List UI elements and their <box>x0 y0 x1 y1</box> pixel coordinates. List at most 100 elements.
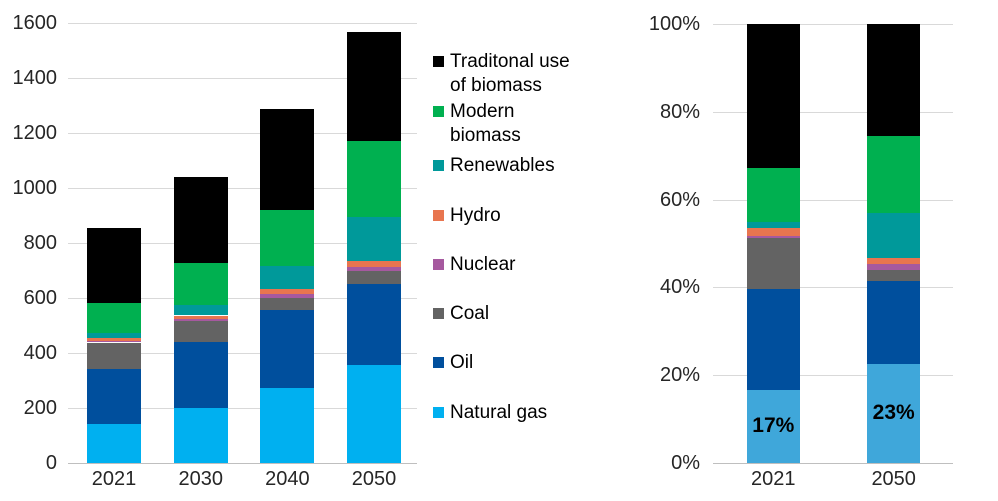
legend-swatch-icon-renewables <box>433 160 444 171</box>
bar-segment-2021-renewables <box>746 222 800 229</box>
gridline-40 <box>713 287 953 289</box>
bar-segment-2030-traditonal-use-of-biomass <box>173 176 228 264</box>
bar-segment-2021-nuclear <box>87 340 141 343</box>
legend-label-traditonal-use-of-biomass: Traditonal use of biomass <box>450 51 570 96</box>
bar-segment-2040-nuclear <box>260 294 315 298</box>
gridline-1400 <box>68 77 417 79</box>
bar-segment-2021-natural-gas <box>87 424 141 463</box>
gridline-0 <box>713 462 953 464</box>
bar-segment-2040-hydro <box>260 288 315 295</box>
gridline-0 <box>68 462 417 464</box>
bar-segment-2050-coal <box>347 271 401 284</box>
legend-label-oil: Oil <box>450 352 474 373</box>
x-axis-category-label-2050: 2050 <box>871 468 916 490</box>
bar-segment-2050-natural-gas <box>347 365 401 463</box>
bar-segment-2050-nuclear <box>867 264 921 270</box>
bar-segment-2050-natural-gas <box>867 364 921 463</box>
gridline-1000 <box>68 187 417 189</box>
gridline-80 <box>713 111 953 113</box>
bar-segment-2021-coal <box>87 342 141 370</box>
chart-legend: Traditonal use of biomass Modern biomass R… <box>433 0 613 501</box>
bar-segment-2050-nuclear <box>347 267 401 272</box>
bar-segment-2021-oil <box>746 289 800 391</box>
y-axis-tick-label-40: 40% <box>659 276 700 299</box>
legend-swatch-icon-oil <box>433 357 444 368</box>
y-axis-tick-label-100: 100% <box>648 13 700 35</box>
bar-segment-2050-coal <box>867 269 921 281</box>
bar-segment-2040-modern-biomass <box>260 209 315 266</box>
bar-segment-2050-modern-biomass <box>867 135 921 213</box>
legend-swatch-icon-nuclear <box>433 259 444 270</box>
bar-segment-2040-traditonal-use-of-biomass <box>260 109 315 210</box>
legend-swatch-icon-natural-gas <box>433 407 444 418</box>
y-axis-tick-label-1600: 1600 <box>12 11 58 34</box>
bar-segment-2050-oil <box>347 283 401 365</box>
legend-swatch-icon-traditonal-use-of-biomass <box>433 56 444 67</box>
x-axis-category-label-2030: 2030 <box>178 468 224 490</box>
legend-swatch-icon-coal <box>433 308 444 319</box>
y-axis-tick-label-800: 800 <box>23 231 57 254</box>
gridline-800 <box>68 242 417 244</box>
y-axis-tick-label-80: 80% <box>659 100 700 123</box>
x-axis-category-label-2021: 2021 <box>91 468 137 490</box>
y-axis-tick-label-200: 200 <box>23 396 57 419</box>
bar-percent-label-2021: 17% <box>752 414 795 438</box>
y-axis-tick-label-60: 60% <box>659 188 700 211</box>
bar-segment-2021-hydro <box>746 228 800 236</box>
gridline-100 <box>713 24 953 25</box>
bar-segment-2030-nuclear <box>173 319 228 321</box>
bar-segment-2030-coal <box>173 320 228 342</box>
y-axis-tick-label-400: 400 <box>23 341 57 364</box>
legend-swatch-icon-hydro <box>433 210 444 221</box>
bar-segment-2021-traditonal-use-of-biomass <box>87 227 141 304</box>
bar-segment-2030-renewables <box>173 304 228 316</box>
gridline-600 <box>68 297 417 299</box>
bar-segment-2021-renewables <box>87 333 141 338</box>
bar-segment-2021-nuclear <box>746 235 800 239</box>
gridline-60 <box>713 199 953 201</box>
bar-segment-2040-oil <box>260 310 315 389</box>
bar-segment-2040-renewables <box>260 265 315 289</box>
bar-segment-2030-natural-gas <box>173 407 228 463</box>
legend-label-natural-gas: Natural gas <box>450 402 548 423</box>
legend-swatch-icon-modern-biomass <box>433 106 444 117</box>
bar-segment-2030-modern-biomass <box>173 263 228 305</box>
gridline-400 <box>68 352 417 354</box>
gridline-1200 <box>68 132 417 134</box>
legend-label-nuclear: Nuclear <box>450 254 516 275</box>
bar-segment-2021-modern-biomass <box>746 167 800 223</box>
y-axis-tick-label-1400: 1400 <box>12 66 58 89</box>
bar-segment-2050-hydro <box>867 258 921 265</box>
gridline-20 <box>713 375 953 376</box>
bar-percent-label-2050: 23% <box>872 401 915 425</box>
y-axis-tick-label-0: 0% <box>671 451 700 474</box>
legend-label-modern-biomass: Modern biomass <box>450 101 521 146</box>
bar-segment-2050-renewables <box>347 217 401 262</box>
x-axis-category-label-2021: 2021 <box>751 468 796 490</box>
legend-label-renewables: Renewables <box>450 155 555 176</box>
bar-segment-2021-oil <box>87 369 141 425</box>
bar-segment-2050-hydro <box>347 261 401 268</box>
gridline-200 <box>68 407 417 409</box>
bar-segment-2040-natural-gas <box>260 388 315 463</box>
y-axis-tick-label-1000: 1000 <box>12 176 58 199</box>
bar-segment-2050-traditonal-use-of-biomass <box>347 32 401 141</box>
y-axis-tick-label-20: 20% <box>659 364 700 386</box>
y-axis-tick-label-1200: 1200 <box>12 121 58 144</box>
y-axis-tick-label-0: 0 <box>45 451 57 474</box>
gridline-1600 <box>68 22 417 24</box>
bar-segment-2021-natural-gas <box>746 390 800 463</box>
legend-label-hydro: Hydro <box>450 205 501 226</box>
y-axis-tick-label-600: 600 <box>23 286 57 309</box>
bar-segment-2021-coal <box>746 238 800 290</box>
x-axis-category-label-2040: 2040 <box>265 468 310 490</box>
bar-segment-2050-modern-biomass <box>347 140 401 218</box>
bar-segment-2050-traditonal-use-of-biomass <box>867 24 921 136</box>
bar-segment-2021-modern-biomass <box>87 303 141 334</box>
x-axis-category-label-2050: 2050 <box>351 468 397 490</box>
bar-segment-2021-hydro <box>87 337 141 341</box>
bar-segment-2050-renewables <box>867 212 921 259</box>
bar-segment-2021-traditonal-use-of-biomass <box>746 24 800 168</box>
bar-segment-2040-coal <box>260 298 315 311</box>
